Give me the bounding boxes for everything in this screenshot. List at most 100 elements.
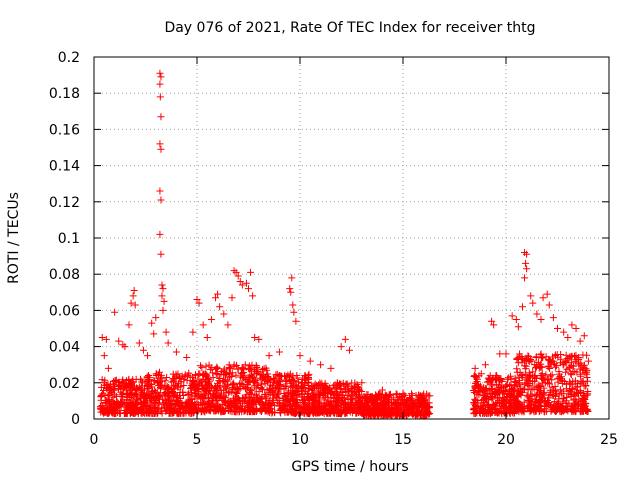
grid: [94, 57, 609, 419]
data-point: [351, 382, 359, 390]
data-point: [579, 401, 587, 409]
data-point: [513, 355, 521, 363]
data-point: [111, 408, 119, 416]
data-point: [207, 315, 215, 323]
data-point: [344, 387, 352, 395]
data-point: [573, 389, 581, 397]
data-point: [579, 391, 587, 399]
data-point: [110, 386, 118, 394]
data-point: [148, 388, 156, 396]
data-point: [199, 407, 207, 415]
data-point: [121, 343, 129, 351]
data-point: [529, 299, 537, 307]
data-point: [584, 357, 592, 365]
data-point: [423, 410, 431, 418]
data-point: [314, 403, 322, 411]
data-point: [582, 365, 590, 373]
data-point: [270, 378, 278, 386]
data-point: [481, 401, 489, 409]
data-point: [545, 301, 553, 309]
data-point: [530, 407, 538, 415]
data-point: [202, 362, 210, 370]
data-point: [416, 397, 424, 405]
data-point: [540, 375, 548, 383]
data-point: [377, 411, 385, 419]
data-point: [167, 406, 175, 414]
data-point: [480, 385, 488, 393]
data-point: [423, 402, 431, 410]
data-point: [104, 408, 112, 416]
data-point: [169, 375, 177, 383]
data-point: [119, 376, 127, 384]
data-point: [203, 403, 211, 411]
data-point: [512, 315, 520, 323]
data-point: [319, 385, 327, 393]
data-point: [522, 259, 530, 267]
data-point: [536, 386, 544, 394]
data-point: [478, 386, 486, 394]
data-point: [143, 397, 151, 405]
data-point: [262, 364, 270, 372]
data-point: [261, 393, 269, 401]
data-point: [538, 396, 546, 404]
data-point: [334, 402, 342, 410]
data-point: [242, 279, 250, 287]
data-point: [111, 308, 119, 316]
data-point: [333, 391, 341, 399]
data-point: [514, 403, 522, 411]
data-point: [582, 405, 590, 413]
data-point: [161, 377, 169, 385]
data-point: [497, 405, 505, 413]
data-point: [168, 385, 176, 393]
data-point: [522, 365, 530, 373]
data-point: [157, 73, 165, 81]
data-point: [421, 409, 429, 417]
data-point: [220, 378, 228, 386]
data-point: [501, 387, 509, 395]
data-point: [174, 408, 182, 416]
data-point: [169, 389, 177, 397]
data-point: [570, 395, 578, 403]
data-point: [567, 391, 575, 399]
data-point: [566, 379, 574, 387]
data-point: [160, 297, 168, 305]
data-point: [538, 363, 546, 371]
data-point: [353, 401, 361, 409]
y-tick-label: 0.08: [49, 267, 80, 283]
data-point: [160, 403, 168, 411]
data-point: [409, 410, 417, 418]
data-point: [128, 378, 136, 386]
data-point: [239, 381, 247, 389]
data-point: [129, 292, 137, 300]
data-point: [524, 393, 532, 401]
data-point: [573, 368, 581, 376]
data-point: [282, 397, 290, 405]
data-point: [327, 398, 335, 406]
data-point: [518, 355, 526, 363]
data-point: [283, 405, 291, 413]
data-point: [321, 386, 329, 394]
data-point: [109, 393, 117, 401]
data-point: [220, 396, 228, 404]
data-point: [567, 371, 575, 379]
data-point: [503, 381, 511, 389]
data-point: [206, 366, 214, 374]
data-point: [130, 286, 138, 294]
data-point: [102, 335, 110, 343]
data-point: [348, 388, 356, 396]
data-point: [328, 387, 336, 395]
data-point: [514, 398, 522, 406]
data-point: [515, 379, 523, 387]
data-point: [340, 406, 348, 414]
data-point: [564, 334, 572, 342]
data-point: [298, 383, 306, 391]
data-point: [572, 357, 580, 365]
data-point: [385, 392, 393, 400]
y-tick-label: 0.1: [58, 231, 80, 247]
data-point: [529, 368, 537, 376]
data-point: [582, 382, 590, 390]
data-point: [544, 394, 552, 402]
data-point: [336, 397, 344, 405]
data-point: [104, 392, 112, 400]
data-point: [378, 386, 386, 394]
